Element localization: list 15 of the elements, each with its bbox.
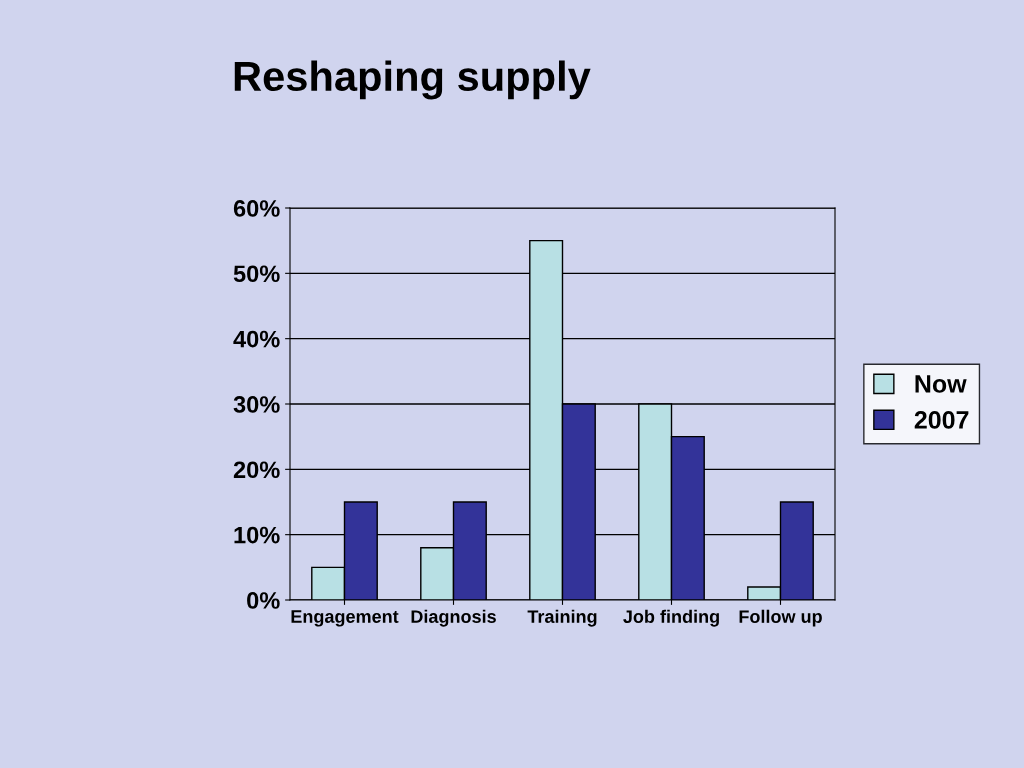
x-tick-label: Diagnosis <box>411 609 496 627</box>
legend-label: Now <box>915 375 967 393</box>
y-tick-label: 30% <box>233 396 280 413</box>
x-tick-label: Training <box>527 609 597 627</box>
y-tick-label: 60% <box>233 200 280 217</box>
y-tick-label: 10% <box>234 526 280 544</box>
x-tick-label: Job finding <box>623 609 719 627</box>
legend-label: 2007 <box>914 411 969 429</box>
y-tick-label: 40% <box>233 330 280 348</box>
x-tick-label: Engagement <box>291 610 399 627</box>
y-tick-label: 20% <box>233 461 280 479</box>
chart-title: Reshaping supply <box>234 60 591 100</box>
y-tick-label: 0% <box>247 592 280 609</box>
y-tick-label: 50% <box>233 265 280 283</box>
x-tick-label: Follow up <box>739 609 822 627</box>
